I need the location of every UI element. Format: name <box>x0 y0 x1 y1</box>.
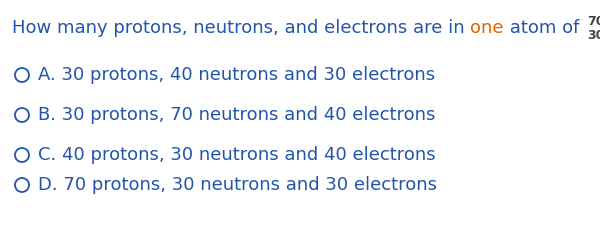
Text: atom of: atom of <box>504 19 579 37</box>
Text: 70: 70 <box>587 14 600 27</box>
Text: D. 70 protons, 30 neutrons and 30 electrons: D. 70 protons, 30 neutrons and 30 electr… <box>38 176 437 194</box>
Text: C. 40 protons, 30 neutrons and 40 electrons: C. 40 protons, 30 neutrons and 40 electr… <box>38 146 436 164</box>
Text: A. 30 protons, 40 neutrons and 30 electrons: A. 30 protons, 40 neutrons and 30 electr… <box>38 66 435 84</box>
Text: B. 30 protons, 70 neutrons and 40 electrons: B. 30 protons, 70 neutrons and 40 electr… <box>38 106 436 124</box>
Text: How many protons, neutrons, and electrons are in: How many protons, neutrons, and electron… <box>12 19 470 37</box>
Text: 30: 30 <box>587 28 600 41</box>
Text: one: one <box>470 19 504 37</box>
